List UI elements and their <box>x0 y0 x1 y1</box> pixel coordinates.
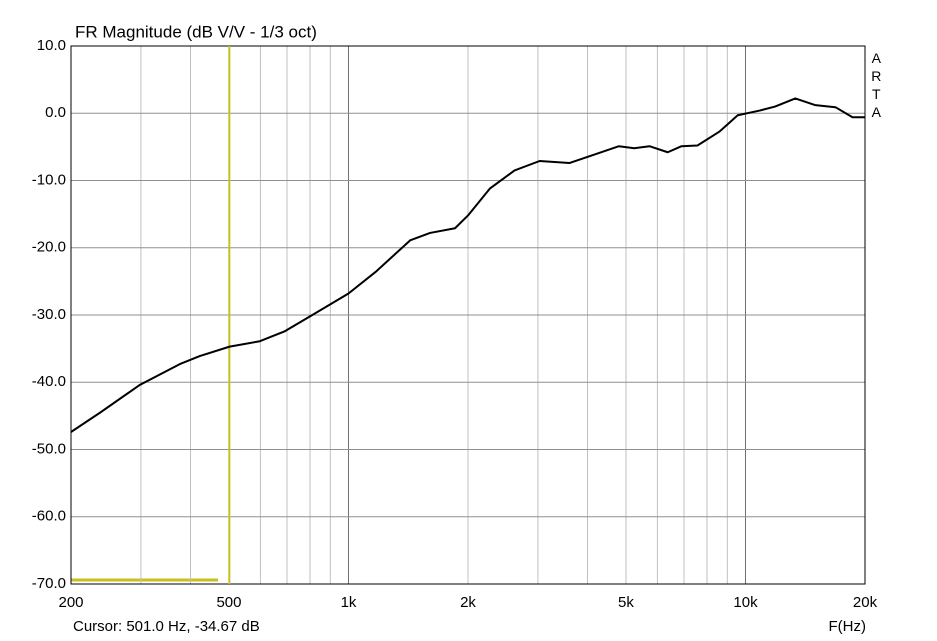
brand: ARTA <box>868 50 884 122</box>
y-tick-label: -60.0 <box>32 508 66 525</box>
x-tick-label: 1k <box>341 594 357 611</box>
y-tick-label: 0.0 <box>45 104 66 121</box>
y-tick-label: -30.0 <box>32 306 66 323</box>
x-tick-label: 2k <box>460 594 476 611</box>
x-tick-label: 5k <box>618 594 634 611</box>
y-tick-label: -50.0 <box>32 440 66 457</box>
x-tick-label: 500 <box>216 594 241 611</box>
x-tick-label: 20k <box>853 594 878 611</box>
y-tick-label: -20.0 <box>32 239 66 256</box>
plot-frame <box>70 45 866 585</box>
chart-title: FR Magnitude (dB V/V - 1/3 oct) <box>75 22 317 41</box>
y-tick-label: 10.0 <box>37 37 66 54</box>
x-axis-label: F(Hz) <box>829 618 867 635</box>
y-tick-label: -10.0 <box>32 171 66 188</box>
x-tick-label: 10k <box>733 594 758 611</box>
y-tick-label: -40.0 <box>32 373 66 390</box>
x-tick-label: 200 <box>58 594 83 611</box>
y-tick-label: -70.0 <box>32 575 66 592</box>
cursor-readout: Cursor: 501.0 Hz, -34.67 dB <box>73 618 260 635</box>
data-line <box>70 97 865 433</box>
